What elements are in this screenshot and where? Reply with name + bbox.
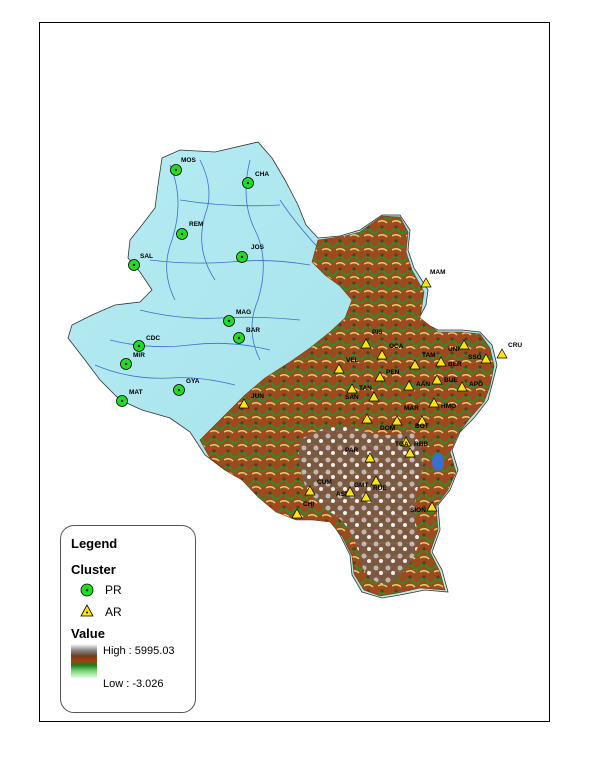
svg-text:UNI: UNI: [448, 346, 459, 353]
pr-station-MOS[interactable]: MOS: [170, 157, 197, 176]
legend-title: Legend: [71, 536, 118, 551]
ar-station-OCA[interactable]: OCA: [376, 343, 404, 360]
svg-text:JUN: JUN: [251, 393, 264, 400]
ar-stations: MAM CRU UNI PIS OCA VEL TAM BER SSO PEN …: [238, 269, 522, 519]
ar-station-HMO[interactable]: HMO: [428, 397, 456, 410]
pr-marker-icon: [80, 583, 94, 597]
ar-station-BER[interactable]: BER: [435, 356, 462, 368]
svg-text:SAL: SAL: [140, 253, 153, 260]
legend-ar-label: AR: [105, 605, 122, 619]
ar-station-RUE[interactable]: RUE: [370, 475, 387, 492]
ar-station-MAR[interactable]: MAR: [391, 405, 419, 426]
svg-text:CHI: CHI: [303, 501, 314, 508]
svg-text:SION: SION: [410, 507, 426, 514]
ar-station-PEN[interactable]: PEN: [374, 369, 400, 382]
pr-station-CDC[interactable]: CDC: [133, 335, 161, 352]
svg-text:TAN: TAN: [359, 385, 372, 392]
ar-station-PAR[interactable]: PAR: [345, 447, 376, 463]
svg-text:BAR: BAR: [246, 327, 260, 334]
legend-low-label: Low : -3.026: [103, 678, 164, 690]
svg-text:MAT: MAT: [129, 389, 143, 396]
legend-high-label: High : 5995.03: [103, 645, 175, 657]
pr-station-JOS[interactable]: JOS: [236, 244, 265, 263]
svg-text:PEN: PEN: [386, 369, 400, 376]
ar-station-SION[interactable]: SION: [410, 501, 438, 514]
svg-text:DOM: DOM: [380, 425, 395, 432]
svg-text:TAM: TAM: [422, 352, 436, 359]
svg-text:CHA: CHA: [255, 171, 269, 178]
ar-station-SSO[interactable]: SSO: [468, 353, 492, 364]
svg-text:MAG: MAG: [236, 309, 251, 316]
pr-station-MAG[interactable]: MAG: [223, 309, 252, 327]
svg-text:GYA: GYA: [186, 378, 200, 385]
ar-station-BUE[interactable]: BUE: [431, 374, 458, 385]
ar-station-PIS[interactable]: PIS: [360, 329, 383, 349]
svg-text:RBB: RBB: [414, 441, 428, 448]
legend-cluster-title: Cluster: [71, 562, 116, 577]
elevation-color-ramp: [71, 644, 97, 678]
ar-station-DOM[interactable]: DOM: [361, 413, 395, 432]
lake: [432, 453, 444, 471]
pr-station-MIR[interactable]: MIR: [120, 352, 146, 370]
svg-text:MIR: MIR: [133, 352, 145, 359]
svg-text:REM: REM: [189, 221, 203, 228]
ar-station-SAN[interactable]: SAN: [345, 391, 380, 402]
ar-station-GMT[interactable]: GMT: [354, 482, 372, 502]
svg-text:BUE: BUE: [444, 377, 458, 384]
svg-text:PIS: PIS: [372, 329, 383, 336]
ar-station-VEL[interactable]: VEL: [333, 357, 359, 374]
pr-station-CHA[interactable]: CHA: [242, 171, 270, 189]
ar-station-TAN[interactable]: TAN: [346, 383, 372, 394]
ar-station-UNI[interactable]: UNI: [448, 339, 470, 353]
ar-station-APO[interactable]: APO: [456, 381, 483, 392]
svg-text:GMT: GMT: [354, 482, 368, 489]
ar-station-MAM[interactable]: MAM: [420, 269, 446, 288]
svg-text:RUE: RUE: [373, 485, 387, 492]
svg-text:BOT: BOT: [415, 423, 429, 430]
ar-station-ASI[interactable]: ASI: [336, 486, 356, 498]
ar-station-CRU[interactable]: CRU: [496, 342, 522, 359]
ar-marker-icon: [80, 604, 94, 617]
svg-text:AAN: AAN: [416, 381, 430, 388]
svg-text:MAR: MAR: [404, 405, 419, 412]
pr-station-SAL[interactable]: SAL: [128, 253, 154, 271]
pr-station-REM[interactable]: REM: [176, 221, 204, 240]
svg-text:OCA: OCA: [389, 343, 404, 350]
svg-text:MAM: MAM: [430, 269, 446, 276]
ar-station-TGA[interactable]: TGA: [395, 436, 412, 448]
pr-station-BAR[interactable]: BAR: [233, 327, 261, 344]
svg-text:PAR: PAR: [345, 447, 359, 454]
svg-text:JOS: JOS: [251, 244, 265, 251]
svg-text:BER: BER: [448, 361, 462, 368]
ar-station-CUM[interactable]: CUM: [304, 479, 332, 496]
svg-text:SAN: SAN: [345, 394, 359, 401]
svg-text:CDC: CDC: [146, 335, 160, 342]
legend-value-title: Value: [71, 626, 105, 641]
ar-station-RBB[interactable]: RBB: [404, 441, 428, 458]
svg-text:HMO: HMO: [441, 403, 456, 410]
ar-station-JUN[interactable]: JUN: [238, 393, 264, 409]
svg-text:CUM: CUM: [317, 479, 332, 486]
svg-text:TGA: TGA: [395, 441, 409, 448]
ar-station-AAN[interactable]: AAN: [403, 380, 430, 391]
svg-text:SSO: SSO: [468, 354, 482, 361]
svg-text:CRU: CRU: [508, 342, 522, 349]
svg-text:APO: APO: [469, 381, 483, 388]
pr-station-GYA[interactable]: GYA: [173, 378, 200, 396]
ar-station-TAM[interactable]: TAM: [409, 352, 436, 370]
ar-station-CHI[interactable]: CHI: [291, 501, 314, 519]
andes-terrain: [199, 215, 495, 597]
legend-panel: Legend Cluster PR AR Value High : 5995.0…: [60, 525, 196, 713]
legend-pr-label: PR: [105, 583, 122, 597]
ar-station-BOT[interactable]: BOT: [415, 415, 429, 430]
highland-area: [298, 426, 424, 585]
svg-text:MOS: MOS: [181, 157, 196, 164]
pr-stations: MOS CHA REM JOS SAL MAG BAR CDC MIR GYA …: [116, 157, 270, 407]
svg-text:VEL: VEL: [346, 357, 359, 364]
svg-text:ASI: ASI: [336, 491, 347, 498]
pr-station-MAT[interactable]: MAT: [116, 389, 143, 407]
